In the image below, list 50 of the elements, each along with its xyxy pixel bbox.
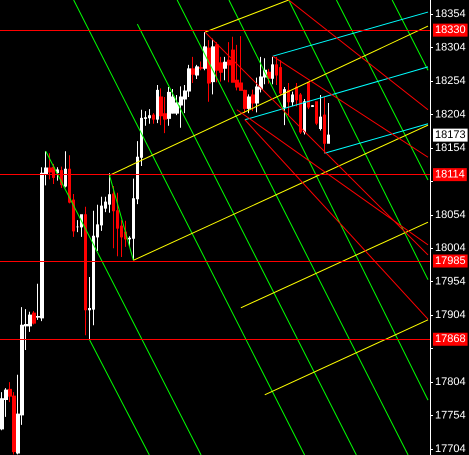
candlestick — [271, 56, 274, 85]
y-tick-label: 18154 — [435, 142, 466, 154]
y-tick-label: 17704 — [435, 442, 466, 455]
candlestick — [203, 32, 207, 71]
candlestick — [291, 91, 294, 107]
candlestick — [315, 101, 318, 126]
candlestick — [152, 112, 155, 124]
annotation: 18173 — [435, 129, 466, 142]
candlestick — [287, 82, 290, 116]
candlestick — [303, 98, 306, 135]
candlestick — [247, 94, 251, 114]
y-tick-label: 18304 — [435, 42, 466, 54]
candlestick — [311, 104, 314, 108]
candlestick — [195, 64, 199, 80]
candlestick — [191, 56, 195, 84]
candlestick — [64, 150, 67, 188]
candlestick — [223, 56, 227, 81]
candlestick — [279, 60, 282, 96]
candlestick — [156, 84, 159, 124]
candlestick — [199, 61, 203, 71]
y-tick-label: 17804 — [435, 376, 466, 388]
candlestick — [56, 166, 59, 182]
y-tick-label: 18354 — [435, 8, 466, 20]
candlestick — [307, 82, 310, 110]
candlestick — [148, 108, 151, 124]
candlestick — [323, 96, 326, 154]
candlestick — [32, 310, 36, 326]
ref-line-label: 17868 — [435, 333, 466, 346]
ref-line-label: 18330 — [435, 24, 466, 36]
ref-line-label: 18114 — [435, 168, 465, 181]
y-tick-label: 17754 — [435, 410, 466, 422]
candlestick — [207, 40, 211, 102]
candlestick — [267, 68, 271, 84]
candlestick — [211, 38, 215, 95]
candlestick — [251, 89, 255, 112]
y-tick-label: 18004 — [435, 242, 466, 254]
candlestick — [179, 86, 183, 128]
candlestick — [319, 94, 322, 131]
candlestick — [215, 42, 219, 83]
y-tick-label: 17904 — [435, 309, 466, 322]
candlestick — [0, 392, 4, 431]
y-tick-label: 17954 — [435, 276, 466, 288]
candlestick — [108, 172, 111, 214]
ref-line-label: 17985 — [435, 254, 466, 267]
y-tick-label: 18254 — [435, 74, 466, 87]
candlestick — [283, 86, 286, 126]
candlestick — [167, 86, 171, 126]
y-tick-label: 18204 — [435, 108, 466, 120]
y-tick-label: 18054 — [435, 208, 466, 221]
candlestick — [327, 102, 330, 144]
